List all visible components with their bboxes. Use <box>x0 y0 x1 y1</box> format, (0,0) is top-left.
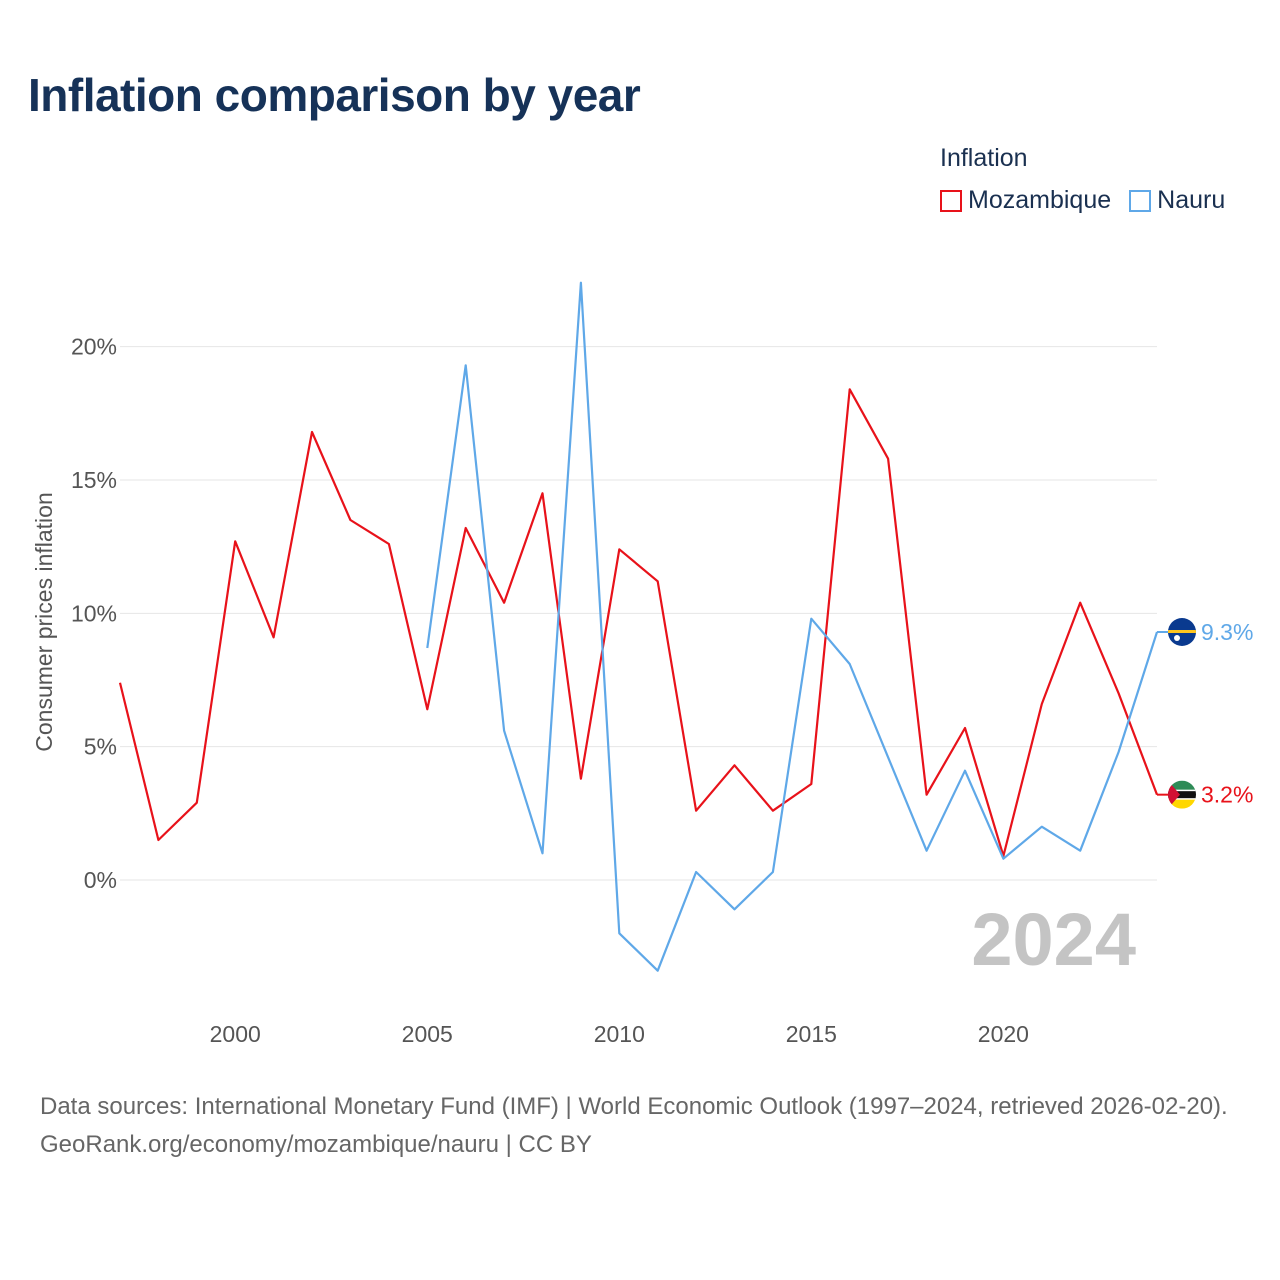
y-tick-label: 0% <box>84 867 117 893</box>
y-axis-ticks: 0% 5% 10% 15% 20% <box>71 334 117 893</box>
data-point <box>194 800 200 806</box>
data-point <box>1039 824 1045 830</box>
y-tick-label: 5% <box>84 734 117 760</box>
data-point <box>1000 856 1006 862</box>
data-point <box>117 680 123 686</box>
x-tick-label: 2005 <box>402 1021 453 1047</box>
data-point <box>693 808 699 814</box>
nauru-flag <box>1168 618 1196 646</box>
data-point <box>924 792 930 798</box>
series <box>117 280 1159 974</box>
data-point <box>232 538 238 544</box>
grid <box>120 346 1157 881</box>
data-point <box>847 386 853 392</box>
legend-label-nauru: Nauru <box>1157 186 1226 214</box>
data-point <box>962 768 968 774</box>
data-point <box>693 869 699 875</box>
legend-item-mozambique[interactable]: Mozambique <box>940 186 1111 215</box>
data-point <box>424 706 430 712</box>
data-point <box>1077 848 1083 854</box>
footer: Data sources: International Monetary Fun… <box>40 1088 1250 1164</box>
mozambique-flag <box>1168 780 1196 809</box>
data-point <box>501 600 507 606</box>
legend-item-nauru[interactable]: Nauru <box>1129 186 1225 215</box>
x-tick-label: 2010 <box>594 1021 645 1047</box>
data-point <box>885 456 891 462</box>
data-point <box>539 850 545 856</box>
data-point <box>578 776 584 782</box>
series-line-mozambique <box>118 388 1159 858</box>
data-point <box>463 525 469 531</box>
y-axis-title: Consumer prices inflation <box>31 492 57 752</box>
data-point <box>155 837 161 843</box>
x-tick-label: 2000 <box>210 1021 261 1047</box>
data-point <box>924 848 930 854</box>
data-point <box>808 616 814 622</box>
data-point <box>655 968 661 974</box>
legend-label-mozambique: Mozambique <box>968 186 1112 214</box>
data-point <box>732 762 738 768</box>
data-point <box>1039 701 1045 707</box>
data-point <box>539 490 545 496</box>
data-point <box>578 280 584 286</box>
y-tick-label: 20% <box>71 334 117 360</box>
end-value-label-mozambique: 3.2% <box>1201 782 1253 808</box>
line-chart: 0% 5% 10% 15% 20% 2000 2005 2010 2015 2020 Consu… <box>31 280 1253 1047</box>
credit-link[interactable]: GeoRank.org/economy/mozambique/nauru | C… <box>40 1131 592 1158</box>
data-point <box>424 645 430 651</box>
data-point <box>847 661 853 667</box>
data-point <box>885 754 891 760</box>
year-watermark: 2024 <box>971 898 1136 981</box>
data-point <box>770 808 776 814</box>
data-point <box>616 930 622 936</box>
data-point <box>616 546 622 552</box>
data-point <box>386 541 392 547</box>
page-title: Inflation comparison by year <box>28 69 641 121</box>
data-point <box>271 634 277 640</box>
x-tick-label: 2015 <box>786 1021 837 1047</box>
legend-swatch-mozambique <box>940 189 962 212</box>
data-point <box>347 517 353 523</box>
y-tick-label: 15% <box>71 467 117 493</box>
legend-title: Inflation <box>940 144 1028 172</box>
series-line-nauru <box>426 281 1159 972</box>
x-axis-ticks: 2000 2005 2010 2015 2020 <box>210 1021 1029 1047</box>
data-sources: Data sources: International Monetary Fun… <box>40 1093 1228 1120</box>
data-point <box>309 429 315 435</box>
data-point <box>463 362 469 368</box>
data-point <box>962 725 968 731</box>
y-tick-label: 10% <box>71 600 117 626</box>
legend: Mozambique Nauru <box>940 186 1225 215</box>
legend-swatch-nauru <box>1129 189 1152 212</box>
end-markers: 3.2% 9.3% <box>1157 618 1253 809</box>
data-point <box>1077 600 1083 606</box>
data-point <box>770 869 776 875</box>
data-point <box>655 578 661 584</box>
data-point <box>808 781 814 787</box>
data-point <box>1116 749 1122 755</box>
data-point <box>1116 690 1122 696</box>
end-value-label-nauru: 9.3% <box>1201 619 1253 645</box>
data-point <box>501 728 507 734</box>
data-point <box>732 906 738 912</box>
x-tick-label: 2020 <box>978 1021 1029 1047</box>
